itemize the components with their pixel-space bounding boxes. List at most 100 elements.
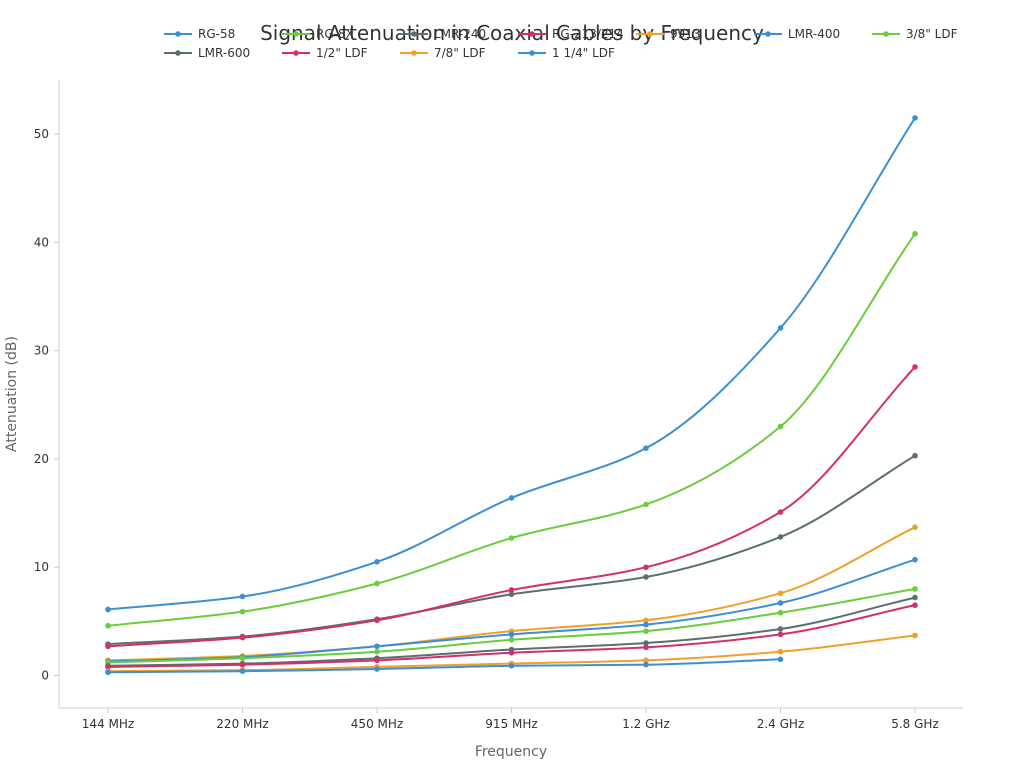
- y-tick-label: 40: [34, 235, 49, 249]
- y-ticks: 0 10 20 30 40 50: [34, 127, 59, 683]
- legend-marker: [175, 31, 181, 37]
- data-point: [105, 669, 111, 676]
- data-point: [643, 644, 649, 651]
- data-point: [777, 626, 784, 632]
- data-point: [777, 648, 784, 655]
- data-point: [912, 230, 918, 237]
- data-point: [239, 668, 246, 674]
- series-1-2-ldf: [105, 602, 918, 670]
- y-tick-label: 50: [34, 127, 49, 141]
- legend-label: 1 1/4" LDF: [552, 46, 615, 60]
- legend-item-1-1-4-ldf: 1 1/4" LDF: [518, 46, 615, 60]
- data-point: [374, 559, 380, 565]
- legend-item-1-2-ldf: 1/2" LDF: [282, 46, 368, 60]
- data-point: [239, 593, 246, 600]
- x-tick-label: 915 MHz: [485, 717, 537, 731]
- series-lmr-240: [105, 452, 918, 647]
- data-point: [374, 643, 380, 650]
- legend-marker: [647, 31, 653, 37]
- series-rg-8x: [105, 230, 918, 629]
- y-tick-label: 10: [34, 560, 49, 574]
- data-point: [508, 662, 515, 669]
- y-tick-label: 20: [34, 452, 49, 466]
- data-point: [912, 594, 918, 601]
- series-line: [107, 232, 916, 627]
- legend-item-lmr-240: LMR-240: [400, 27, 486, 41]
- data-point: [643, 621, 649, 628]
- data-point: [643, 628, 649, 634]
- legend-label: 7/8" LDF: [434, 46, 486, 60]
- data-point: [239, 661, 246, 668]
- series-rg-213-214: [105, 364, 918, 650]
- series-3-8-ldf: [105, 586, 918, 666]
- legend-item-rg-58: RG-58: [164, 27, 235, 41]
- data-point: [777, 600, 784, 606]
- data-point: [239, 634, 246, 641]
- data-point: [912, 364, 918, 370]
- y-tick-label: 30: [34, 344, 49, 358]
- legend-label: LMR-240: [434, 27, 486, 41]
- data-point: [643, 501, 649, 508]
- data-point: [643, 661, 649, 668]
- data-point: [508, 495, 515, 501]
- data-point: [105, 643, 111, 650]
- x-tick-label: 1.2 GHz: [622, 717, 670, 731]
- y-tick-label: 0: [41, 669, 49, 683]
- data-point: [912, 452, 918, 459]
- legend-marker: [883, 31, 889, 37]
- legend-label: 3/8" LDF: [906, 27, 958, 41]
- data-point: [643, 445, 649, 451]
- legend-label: RG-58: [198, 27, 235, 41]
- x-tick-label: 5.8 GHz: [891, 717, 939, 731]
- data-point: [508, 591, 515, 598]
- legend-label: RG-213/214: [552, 27, 624, 41]
- data-point: [643, 574, 649, 580]
- legend-label: LMR-400: [788, 27, 840, 41]
- data-point: [643, 657, 649, 664]
- data-point: [777, 509, 784, 515]
- data-point: [239, 608, 246, 615]
- legend-label: 9913: [670, 27, 701, 41]
- legend-label: 1/2" LDF: [316, 46, 368, 60]
- legend-item-rg-8x: RG-8X: [282, 27, 354, 41]
- legend: RG-58 RG-8X LMR-240 RG-213/214 9913 LMR-400 3/…: [164, 27, 958, 60]
- x-axis-title: Frequency: [475, 744, 547, 760]
- data-point: [239, 655, 246, 661]
- data-point: [508, 636, 515, 643]
- series: [105, 115, 918, 676]
- data-point: [777, 325, 784, 331]
- legend-label: RG-8X: [316, 27, 354, 41]
- data-point: [508, 587, 515, 593]
- data-point: [105, 622, 111, 629]
- data-point: [105, 606, 111, 613]
- data-point: [777, 609, 784, 616]
- legend-item-9913: 9913: [636, 27, 701, 41]
- legend-marker: [529, 31, 535, 37]
- data-point: [508, 535, 515, 541]
- data-point: [508, 649, 515, 656]
- data-point: [777, 534, 784, 540]
- data-point: [912, 632, 918, 639]
- legend-marker: [293, 50, 299, 56]
- series-line: [107, 658, 782, 674]
- series-line: [107, 454, 916, 646]
- x-tick-label: 2.4 GHz: [757, 717, 805, 731]
- series-line: [107, 116, 916, 611]
- legend-item-rg-213-214: RG-213/214: [518, 27, 624, 41]
- data-point: [374, 666, 380, 672]
- series-line: [107, 365, 916, 648]
- data-point: [508, 631, 515, 638]
- data-point: [777, 631, 784, 638]
- data-point: [912, 524, 918, 530]
- legend-marker: [293, 31, 299, 37]
- data-point: [912, 115, 918, 121]
- data-point: [777, 423, 784, 430]
- data-point: [105, 664, 111, 670]
- legend-item-lmr-600: LMR-600: [164, 46, 250, 60]
- data-point: [912, 586, 918, 592]
- legend-item-7-8-ldf: 7/8" LDF: [400, 46, 486, 60]
- legend-marker: [175, 50, 181, 56]
- series-1-1-4-ldf: [105, 656, 784, 676]
- data-point: [643, 564, 649, 571]
